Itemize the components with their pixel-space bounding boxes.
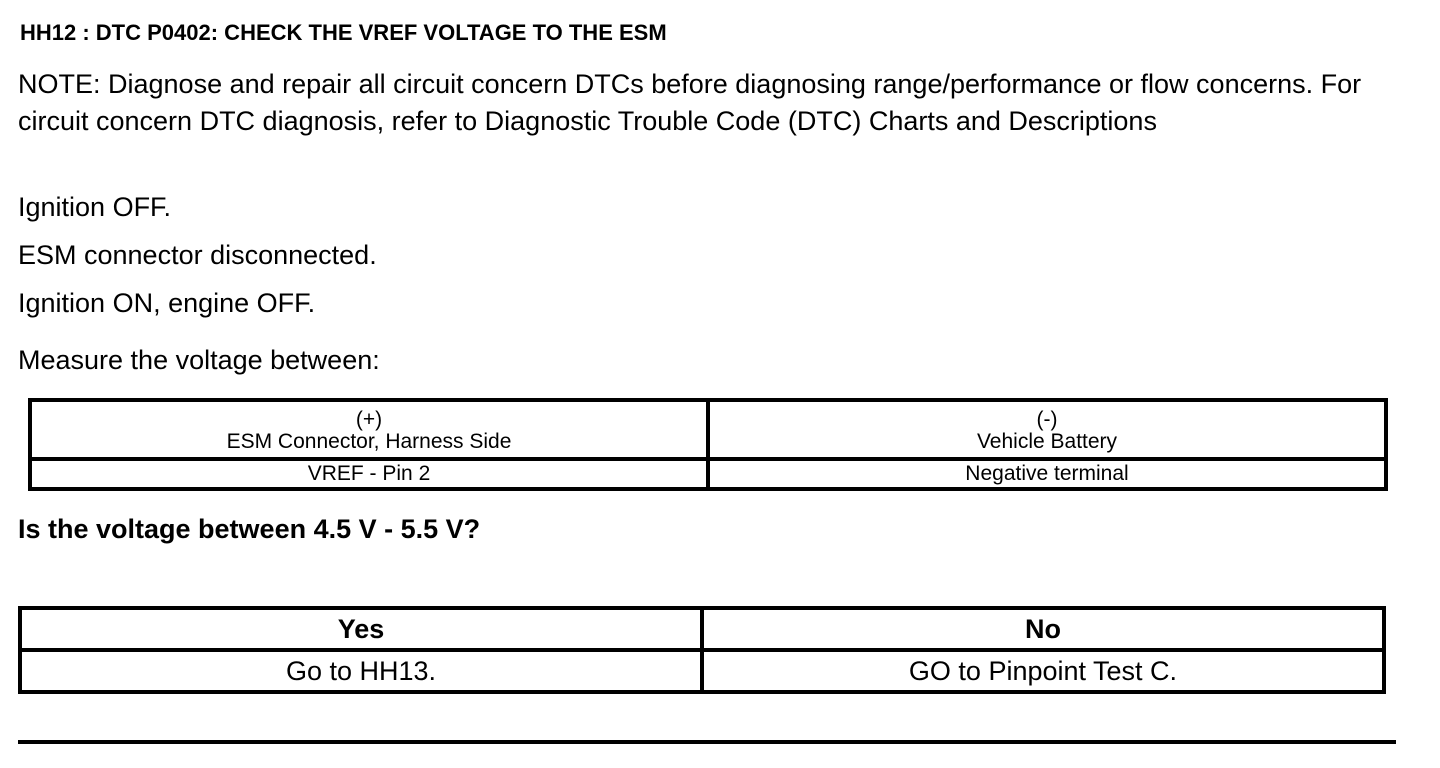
table-row: VREF - Pin 2 Negative terminal bbox=[28, 457, 1388, 491]
answer-table: Yes No Go to HH13. GO to Pinpoint Test C… bbox=[18, 606, 1386, 694]
question: Is the voltage between 4.5 V - 5.5 V? bbox=[18, 514, 481, 544]
note-text: NOTE: Diagnose and repair all circuit co… bbox=[18, 69, 1362, 136]
measurement-table: (+) ESM Connector, Harness Side (-) Vehi… bbox=[28, 398, 1388, 491]
negative-sign: (-) bbox=[1036, 408, 1058, 431]
step-ignition-off: Ignition OFF. bbox=[18, 192, 172, 222]
no-action: GO to Pinpoint Test C. bbox=[700, 648, 1386, 694]
yes-header: Yes bbox=[18, 606, 704, 652]
negative-label: Vehicle Battery bbox=[976, 430, 1118, 453]
positive-header: (+) ESM Connector, Harness Side bbox=[28, 398, 710, 461]
step-title: HH12 : DTC P0402: CHECK THE VREF VOLTAGE… bbox=[20, 20, 667, 45]
divider bbox=[18, 740, 1396, 744]
positive-value: VREF - Pin 2 bbox=[28, 457, 710, 491]
table-header-row: (+) ESM Connector, Harness Side (-) Vehi… bbox=[28, 398, 1388, 461]
measure-instruction: Measure the voltage between: bbox=[18, 345, 380, 375]
table-header-row: Yes No bbox=[18, 606, 1386, 652]
negative-header: (-) Vehicle Battery bbox=[706, 398, 1388, 461]
no-header: No bbox=[700, 606, 1386, 652]
negative-value: Negative terminal bbox=[706, 457, 1388, 491]
step-connector-disconnected: ESM connector disconnected. bbox=[18, 240, 377, 270]
positive-sign: (+) bbox=[355, 408, 383, 431]
step-ignition-on: Ignition ON, engine OFF. bbox=[18, 288, 316, 318]
table-row: Go to HH13. GO to Pinpoint Test C. bbox=[18, 648, 1386, 694]
yes-action: Go to HH13. bbox=[18, 648, 704, 694]
positive-label: ESM Connector, Harness Side bbox=[226, 430, 512, 453]
